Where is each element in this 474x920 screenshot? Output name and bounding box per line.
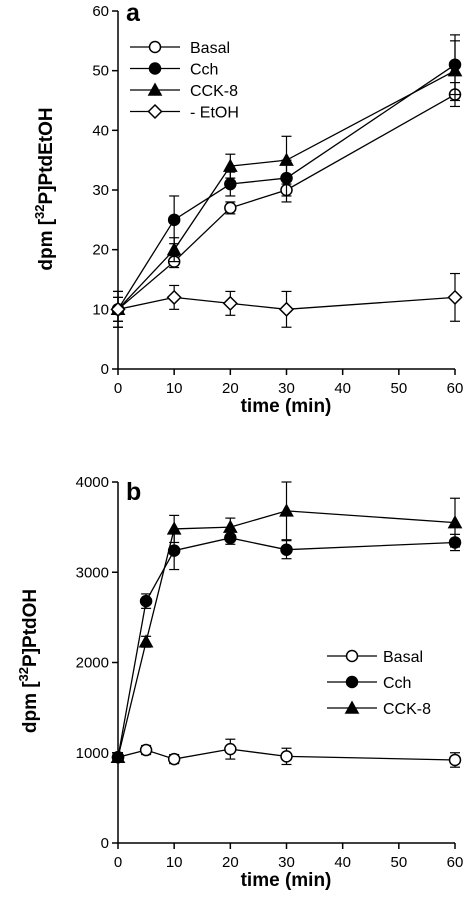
panel-a-series-etoh-point — [278, 301, 295, 317]
panel-a-series-cck-8-point — [222, 158, 238, 172]
panel-b-series-cch-point — [280, 543, 293, 556]
panel-b-legend-entry-cck-8-label: CCK-8 — [383, 701, 431, 718]
panel-b-y-tick-label: 1000 — [76, 745, 109, 762]
panel-b-x-tick-label: 60 — [447, 854, 464, 871]
panel-b-y-tick-label: 0 — [101, 835, 109, 852]
panel-b-y-axis-label-part: P]PtdOH — [20, 589, 41, 667]
panel-b-y-axis-label-part: dpm [ — [20, 681, 41, 733]
panel-a-x-tick-label: 20 — [222, 380, 239, 397]
panel-b-x-tick-label: 40 — [334, 854, 351, 871]
panel-a-x-axis-label: time (min) — [241, 396, 332, 417]
panel-b-legend-entry-cch-marker — [345, 675, 359, 689]
panel-a-series-cck-8-point — [447, 63, 463, 77]
panel-b-series-cck-8-line — [117, 510, 456, 758]
panel-b-legend: Basal Cch CCK-8 — [327, 649, 431, 718]
panel-a-legend: Basal Cch CCK-8 - EtOH — [130, 40, 239, 122]
panel-b-series-cch-line — [117, 537, 456, 758]
panel-a-x-tick-label: 10 — [166, 380, 183, 397]
panel-b-series-cck-8-point — [166, 521, 182, 535]
panel-b-series-cck-8-point — [447, 515, 463, 529]
panel-a-series-cck-8-point — [166, 242, 182, 256]
panel-a-legend-entry-etoh: - EtOH — [130, 103, 239, 122]
panel-b-series-cck-8-point — [110, 749, 126, 763]
panel-a-y-tick-label: 30 — [92, 182, 109, 199]
panel-b-x-tick-label: 10 — [166, 854, 183, 871]
panel-a-y-tick-label: 20 — [92, 242, 109, 259]
panel-a-x-tick-label: 0 — [114, 380, 122, 397]
panel-a-y-axis-label-superscript: 32 — [32, 204, 47, 218]
panel-b-y-tick-label: 3000 — [76, 564, 109, 581]
panel-a-y-tick-label: 10 — [92, 301, 109, 318]
panel-a-series-cck-8 — [110, 40, 463, 322]
panel-b-series-basal-point — [167, 752, 181, 766]
panel-a-series-cck-8-point — [279, 152, 294, 166]
panel-a-y-tick-label: 50 — [92, 63, 109, 80]
panel-a-series-etoh — [110, 272, 463, 328]
panel-b-series-cch-point — [139, 594, 153, 608]
panel-a-x-tick-label: 50 — [390, 380, 407, 397]
panel-b-legend-entry-basal-marker — [345, 649, 359, 663]
panel-b-x-tick-label: 0 — [114, 854, 122, 871]
panel-b-x-tick-label: 50 — [390, 854, 407, 871]
panel-a-legend-entry-etoh-marker — [147, 103, 163, 120]
panel-b-series-basal-point — [280, 750, 293, 763]
panel-a-series-etoh-point — [447, 289, 463, 305]
panel-b-legend-entry-basal-label: Basal — [383, 649, 423, 666]
panel-a-series-etoh-point — [222, 295, 238, 311]
panel-a-y-axis-label-part: dpm [ — [36, 218, 57, 270]
panel-a-legend-entry-cch-marker — [148, 62, 162, 75]
panel-b-legend-entry-cch: Cch — [327, 675, 411, 692]
panel-b-series-basal-point — [224, 742, 237, 756]
panel-b-series-cck-8-point — [222, 519, 238, 533]
panel-a-series-cch-point — [167, 213, 181, 227]
panel-b-series-cck-8-point — [279, 503, 294, 517]
panel-b-series-cck-8-point — [138, 634, 154, 648]
panel-a-legend-entry-etoh-label: - EtOH — [190, 105, 239, 122]
panel-a-label: a — [126, 0, 141, 27]
panel-b-legend-entry-cck-8: CCK-8 — [327, 700, 431, 718]
panel-b-series-basal-point — [139, 743, 153, 757]
panel-a-series-etoh-point — [166, 289, 182, 305]
panel-b-label: b — [126, 478, 141, 506]
panel-a-series-basal — [111, 81, 462, 328]
panel-b-series-basal-point — [448, 753, 462, 767]
panel-b-y-axis-label: dpm [32P]PtdOH — [16, 589, 41, 733]
panel-a-legend-entry-basal: Basal — [130, 40, 230, 57]
panel-a-y-tick-label: 60 — [92, 3, 109, 20]
panel-b-y-tick-label: 4000 — [76, 474, 109, 491]
panel-b-series-cck-8 — [110, 481, 463, 763]
panel-a-legend-entry-cch-label: Cch — [190, 62, 218, 79]
panel-a-x-tick-label: 40 — [334, 380, 351, 397]
panel-a-legend-entry-cch: Cch — [130, 62, 218, 79]
panel-b-y-axis-label-superscript: 32 — [16, 667, 31, 681]
panel-a-y-axis-label: dpm [32P]PtdEtOH — [32, 107, 57, 270]
panel-b-series-basal — [111, 738, 462, 768]
panel-a-series-basal-point — [224, 201, 237, 215]
panel-b-legend-entry-cck-8-marker — [344, 700, 360, 714]
panel-a-x-tick-label: 60 — [447, 380, 464, 397]
panel-a-legend-entry-basal-label: Basal — [190, 40, 230, 57]
panel-a-y-tick-label: 0 — [101, 361, 109, 378]
panel-b-y-tick-label: 2000 — [76, 655, 109, 672]
panel-b: 0 1000 2000 3000 4000 0 10 20 30 40 50 60 time (min)… — [16, 474, 463, 891]
panel-a-x-tick-label: 30 — [278, 380, 295, 397]
panel-a-series-cch-point — [224, 177, 237, 191]
panel-b-x-axis-label: time (min) — [241, 870, 332, 891]
panel-b-x-tick-label: 30 — [278, 854, 295, 871]
panel-b-legend-entry-cch-label: Cch — [383, 675, 411, 692]
panel-a-y-tick-label: 40 — [92, 122, 109, 139]
panel-a-series-etoh-point — [110, 301, 126, 317]
panel-a-legend-entry-cck-8-marker — [147, 82, 163, 96]
panel-b-x-tick-label: 20 — [222, 854, 239, 871]
panel-a-legend-entry-cck-8-label: CCK-8 — [190, 83, 238, 100]
panel-a: 0 10 20 30 40 50 60 0 10 20 30 40 50 60 time (min) dpm … — [32, 0, 463, 417]
panel-a-y-axis-label-part: P]PtdEtOH — [36, 107, 57, 204]
panel-a-legend-entry-cck-8: CCK-8 — [130, 82, 238, 100]
panel-b-legend-entry-basal: Basal — [327, 649, 423, 666]
panel-a-legend-entry-basal-marker — [148, 40, 162, 54]
